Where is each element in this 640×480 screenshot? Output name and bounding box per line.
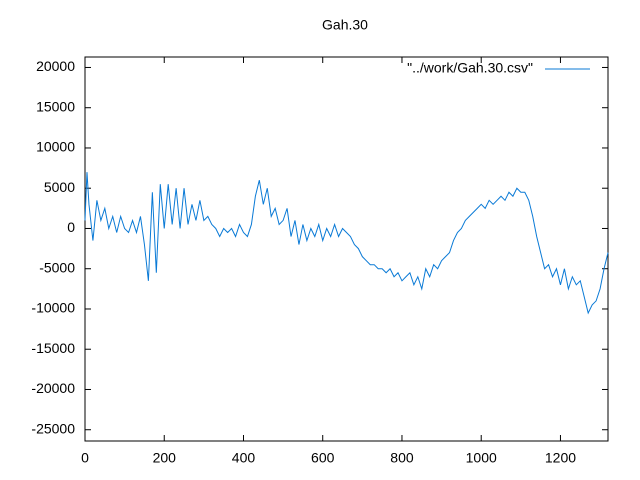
- plot-border: [84, 56, 609, 442]
- y-tick-label: -20000: [31, 380, 75, 396]
- x-tick-label: 0: [81, 450, 89, 466]
- chart-title: Gah.30: [322, 17, 368, 33]
- data-line: [84, 172, 609, 315]
- y-tick-label: -15000: [31, 340, 75, 356]
- y-tick-label: -10000: [31, 300, 75, 316]
- x-tick-label: 200: [153, 450, 177, 466]
- x-tick-label: 1200: [545, 450, 576, 466]
- x-tick-label: 1000: [466, 450, 497, 466]
- y-tick-label: 0: [67, 219, 75, 235]
- y-tick-label: 20000: [36, 58, 75, 74]
- y-tick-label: 10000: [36, 139, 75, 155]
- y-tick-label: -5000: [39, 259, 75, 275]
- legend-label: "../work/Gah.30.csv": [407, 60, 533, 76]
- x-tick-label: 800: [390, 450, 414, 466]
- y-tick-label: 5000: [44, 179, 75, 195]
- y-tick-label: 15000: [36, 98, 75, 114]
- x-tick-label: 600: [311, 450, 335, 466]
- y-tick-label: -25000: [31, 420, 75, 436]
- x-tick-label: 400: [232, 450, 256, 466]
